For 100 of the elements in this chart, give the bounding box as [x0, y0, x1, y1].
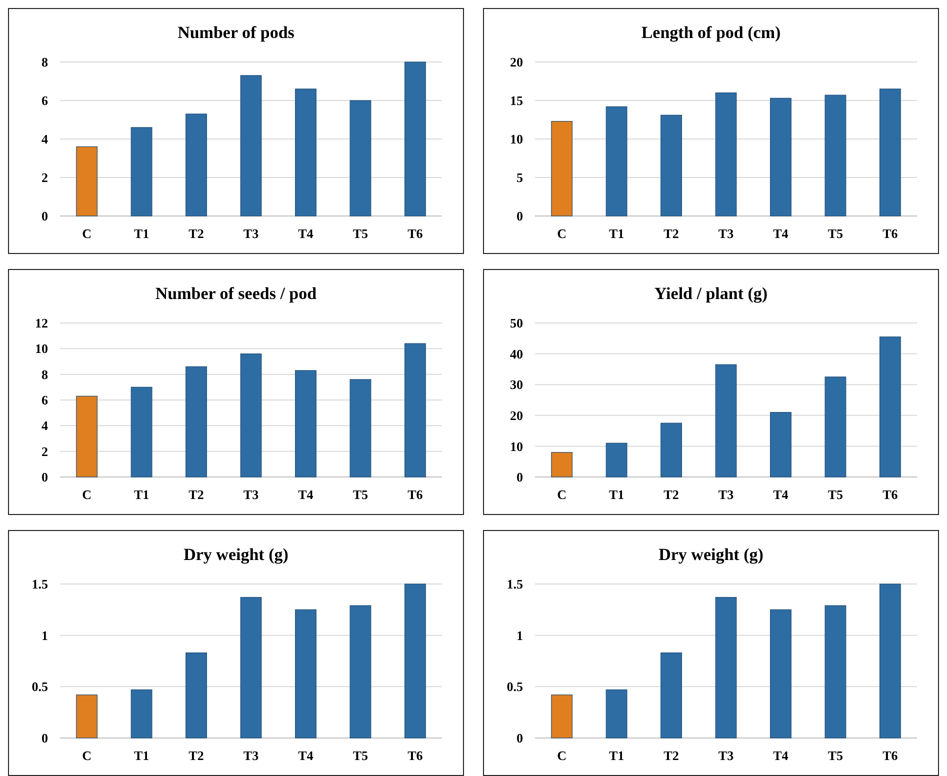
bar	[76, 396, 98, 478]
bar	[295, 88, 316, 216]
bar	[404, 584, 426, 738]
x-tick-label: T4	[298, 748, 314, 763]
bar	[130, 127, 152, 216]
bar	[770, 412, 792, 478]
bar	[350, 379, 372, 478]
x-tick-label: C	[557, 487, 567, 502]
bar	[824, 376, 846, 478]
x-tick-label: T2	[188, 226, 204, 241]
bar	[606, 442, 628, 478]
x-tick-label: T3	[718, 487, 734, 502]
y-tick-label: 10	[510, 438, 523, 454]
bar	[130, 689, 152, 738]
bar	[240, 354, 262, 478]
x-tick-label: T4	[298, 487, 314, 502]
bar	[186, 366, 207, 478]
bar	[295, 609, 316, 738]
y-tick-label: 0	[42, 730, 48, 746]
bar	[879, 584, 901, 738]
y-tick-label: 2	[42, 444, 48, 459]
x-tick-label: T4	[298, 226, 314, 241]
x-tick-label: T5	[828, 748, 844, 763]
y-tick-label: 20	[510, 408, 523, 423]
x-tick-label: T5	[828, 487, 844, 502]
x-tick-label: T3	[243, 487, 260, 502]
y-tick-label: 1	[42, 628, 48, 643]
x-tick-label: T4	[773, 487, 789, 502]
bar	[660, 114, 682, 216]
bar	[824, 94, 846, 216]
x-tick-label: T1	[608, 226, 624, 241]
bar	[879, 336, 901, 478]
bar	[824, 605, 846, 738]
bar	[240, 597, 262, 738]
x-tick-label: T2	[664, 226, 679, 241]
y-tick-label: 10	[35, 341, 48, 356]
x-tick-label: T5	[352, 748, 369, 763]
x-tick-label: T2	[188, 748, 204, 763]
y-tick-label: 1.5	[32, 576, 48, 592]
bar	[770, 609, 792, 738]
bar	[240, 75, 262, 216]
bar	[660, 422, 682, 478]
x-tick-label: T1	[134, 748, 150, 763]
x-tick-label: T3	[243, 748, 260, 763]
bar	[350, 605, 372, 738]
x-tick-label: T6	[882, 226, 898, 241]
y-tick-label: 6	[42, 392, 48, 408]
x-tick-label: T2	[188, 487, 204, 502]
y-tick-label: 50	[510, 316, 523, 331]
y-tick-label: 12	[35, 316, 48, 331]
bar	[76, 146, 98, 216]
bar	[404, 343, 426, 478]
x-tick-label: T3	[243, 226, 260, 241]
y-tick-label: 0.5	[32, 679, 48, 694]
bar	[350, 100, 372, 216]
y-tick-label: 30	[510, 377, 523, 392]
bar	[715, 92, 737, 216]
x-tick-label: C	[557, 748, 567, 763]
chart-title: Yield / plant (g)	[654, 284, 768, 303]
y-tick-label: 1	[516, 628, 523, 643]
y-tick-label: 15	[510, 93, 524, 108]
y-tick-label: 5	[516, 170, 524, 186]
bar	[295, 370, 316, 478]
y-tick-label: 0	[42, 208, 48, 224]
y-tick-label: 8	[42, 366, 48, 382]
bar	[715, 364, 737, 478]
x-tick-label: T6	[408, 748, 424, 763]
y-tick-label: 0.5	[506, 679, 524, 694]
bar	[770, 98, 792, 216]
bar	[551, 452, 573, 478]
x-tick-label: T1	[608, 748, 624, 763]
x-tick-label: T5	[828, 226, 844, 241]
x-tick-label: T6	[408, 487, 424, 502]
y-tick-label: 0	[516, 730, 523, 746]
bar	[660, 652, 682, 738]
chart-title: Number of seeds / pod	[155, 284, 318, 303]
y-tick-label: 40	[510, 346, 523, 362]
x-tick-label: T5	[352, 487, 369, 502]
x-tick-label: T3	[718, 748, 734, 763]
y-tick-label: 4	[42, 418, 48, 434]
bar	[186, 114, 207, 216]
bar	[879, 88, 901, 216]
x-tick-label: C	[82, 748, 92, 763]
bar	[715, 597, 737, 738]
y-tick-label: 4	[42, 132, 48, 147]
x-tick-label: T3	[718, 226, 734, 241]
bar	[76, 694, 98, 738]
x-tick-label: T1	[134, 487, 150, 502]
y-tick-label: 0	[42, 470, 48, 485]
x-tick-label: T4	[773, 748, 789, 763]
bar	[606, 106, 628, 216]
y-tick-label: 1.5	[506, 576, 524, 592]
x-tick-label: C	[557, 226, 567, 241]
chart-title: Number of pods	[178, 23, 295, 42]
chart-title: Dry weight (g)	[658, 545, 764, 564]
x-tick-label: T6	[408, 226, 424, 241]
bar	[606, 689, 628, 738]
y-tick-label: 2	[42, 170, 48, 186]
chart-title: Dry weight (g)	[184, 545, 288, 564]
x-tick-label: T1	[134, 226, 150, 241]
